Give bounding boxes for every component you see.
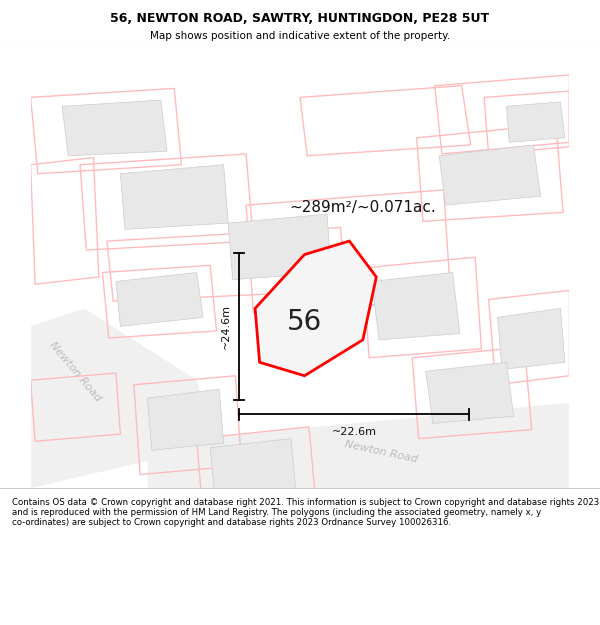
Text: ~22.6m: ~22.6m — [331, 427, 376, 437]
Polygon shape — [439, 145, 541, 205]
Text: Newton Road: Newton Road — [48, 339, 103, 403]
Polygon shape — [62, 100, 167, 156]
Polygon shape — [426, 362, 514, 423]
Polygon shape — [228, 214, 331, 279]
Polygon shape — [116, 272, 203, 326]
Polygon shape — [148, 402, 569, 488]
Text: Newton Road: Newton Road — [343, 439, 418, 465]
Polygon shape — [372, 272, 460, 340]
Polygon shape — [148, 389, 224, 450]
Text: Contains OS data © Crown copyright and database right 2021. This information is : Contains OS data © Crown copyright and d… — [12, 498, 599, 528]
Polygon shape — [210, 439, 296, 495]
Polygon shape — [121, 165, 228, 229]
Text: Map shows position and indicative extent of the property.: Map shows position and indicative extent… — [150, 31, 450, 41]
Text: ~24.6m: ~24.6m — [221, 304, 232, 349]
Polygon shape — [497, 308, 565, 369]
Text: 56: 56 — [287, 308, 322, 336]
Text: ~289m²/~0.071ac.: ~289m²/~0.071ac. — [289, 201, 436, 216]
Polygon shape — [506, 102, 565, 142]
Text: 56, NEWTON ROAD, SAWTRY, HUNTINGDON, PE28 5UT: 56, NEWTON ROAD, SAWTRY, HUNTINGDON, PE2… — [110, 12, 490, 25]
Polygon shape — [255, 241, 376, 376]
Polygon shape — [31, 308, 210, 488]
